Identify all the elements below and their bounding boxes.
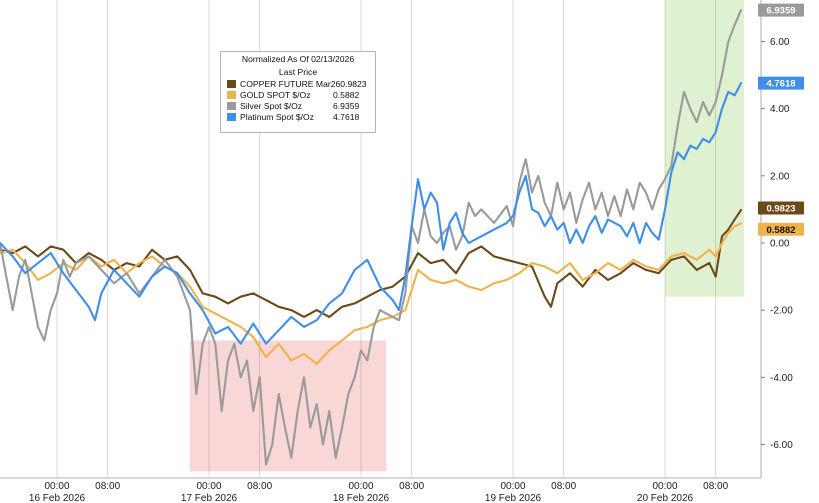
legend-entry-copper: COPPER FUTURE Mar26 0.9823 [221, 78, 375, 89]
end-tag-1: 0.5882 [758, 222, 804, 236]
y-axis: 6.00 4.00 2.00 0.00 -2.00 -4.00 -6.00 [760, 0, 793, 478]
highlight-layer [190, 0, 745, 472]
legend-value-platinum: 4.7618 [333, 111, 360, 122]
x-tick-date-2: 17 Feb 2026 [181, 493, 238, 503]
x-tick-date-4: 18 Feb 2026 [333, 493, 390, 503]
grid-layer [56, 0, 717, 478]
x-tick-date-6: 19 Feb 2026 [485, 493, 542, 503]
legend-value-silver: 6.9359 [333, 100, 360, 111]
y-tick-label-5: -4.00 [770, 373, 793, 384]
series-line-0 [0, 208, 743, 318]
y-tick-label-0: 6.00 [770, 37, 790, 48]
x-tick-time-5: 08:00 [399, 481, 424, 492]
y-tick-label-2: 2.00 [770, 171, 790, 182]
chart-legend: Normalized As Of 02/13/2026 Last Price C… [220, 51, 376, 133]
end-tag-box-3 [758, 76, 804, 90]
end-tag-3: 4.7618 [758, 76, 804, 90]
legend-swatch-gold [227, 90, 236, 99]
highlight-box-0 [190, 340, 387, 472]
x-tick-time-6: 00:00 [500, 481, 525, 492]
y-tick-label-4: -2.00 [770, 306, 793, 317]
end-tag-box-2 [758, 3, 804, 17]
legend-value-copper: 0.9823 [340, 78, 367, 89]
x-tick-time-4: 00:00 [348, 481, 373, 492]
y-tick-label-6: -6.00 [770, 440, 793, 451]
x-tick-time-9: 08:00 [703, 481, 728, 492]
x-tick-time-3: 08:00 [247, 481, 272, 492]
y-tick-label-3: 0.00 [770, 239, 790, 250]
x-tick-time-1: 08:00 [95, 481, 120, 492]
legend-swatch-platinum [227, 112, 236, 121]
end-tag-box-0 [758, 201, 804, 215]
legend-swatch-silver [227, 101, 236, 110]
chart-subtitle: Last Price [278, 67, 318, 77]
x-tick-time-8: 00:00 [652, 481, 677, 492]
legend-label-copper: COPPER FUTURE Mar26 [240, 78, 341, 89]
x-tick-date-0: 16 Feb 2026 [29, 493, 86, 503]
highlight-box-1 [665, 0, 745, 297]
chart-title: Normalized As Of 02/13/2026 [241, 54, 355, 64]
legend-entry-platinum: Platinum Spot $/Oz 4.7618 [221, 111, 375, 122]
series-layer [0, 9, 743, 466]
legend-label-gold: GOLD SPOT $/Oz [240, 89, 311, 100]
legend-value-gold: 0.5882 [333, 89, 360, 100]
end-tag-label-2: 6.9359 [766, 6, 795, 17]
legend-swatch-copper [227, 79, 236, 88]
series-line-1 [0, 222, 743, 365]
end-tag-2: 6.9359 [758, 3, 804, 17]
x-tick-time-7: 08:00 [551, 481, 576, 492]
end-labels: 6.9359 4.7618 0.9823 0.5882 [758, 3, 804, 236]
end-tag-label-0: 0.9823 [766, 204, 795, 215]
end-tag-box-1 [758, 222, 804, 236]
x-tick-time-2: 00:00 [196, 481, 221, 492]
x-tick-time-0: 00:00 [44, 481, 69, 492]
end-tag-label-3: 4.7618 [766, 79, 795, 90]
series-line-3 [0, 82, 743, 345]
legend-label-platinum: Platinum Spot $/Oz [240, 111, 315, 122]
legend-entry-gold: GOLD SPOT $/Oz 0.5882 [221, 89, 375, 100]
end-tag-0: 0.9823 [758, 201, 804, 215]
legend-entry-silver: Silver Spot $/Oz 6.9359 [221, 100, 375, 111]
end-tag-label-1: 0.5882 [766, 225, 795, 236]
y-tick-label-1: 4.00 [770, 104, 790, 115]
x-tick-date-8: 20 Feb 2026 [637, 493, 694, 503]
legend-label-silver: Silver Spot $/Oz [240, 100, 303, 111]
